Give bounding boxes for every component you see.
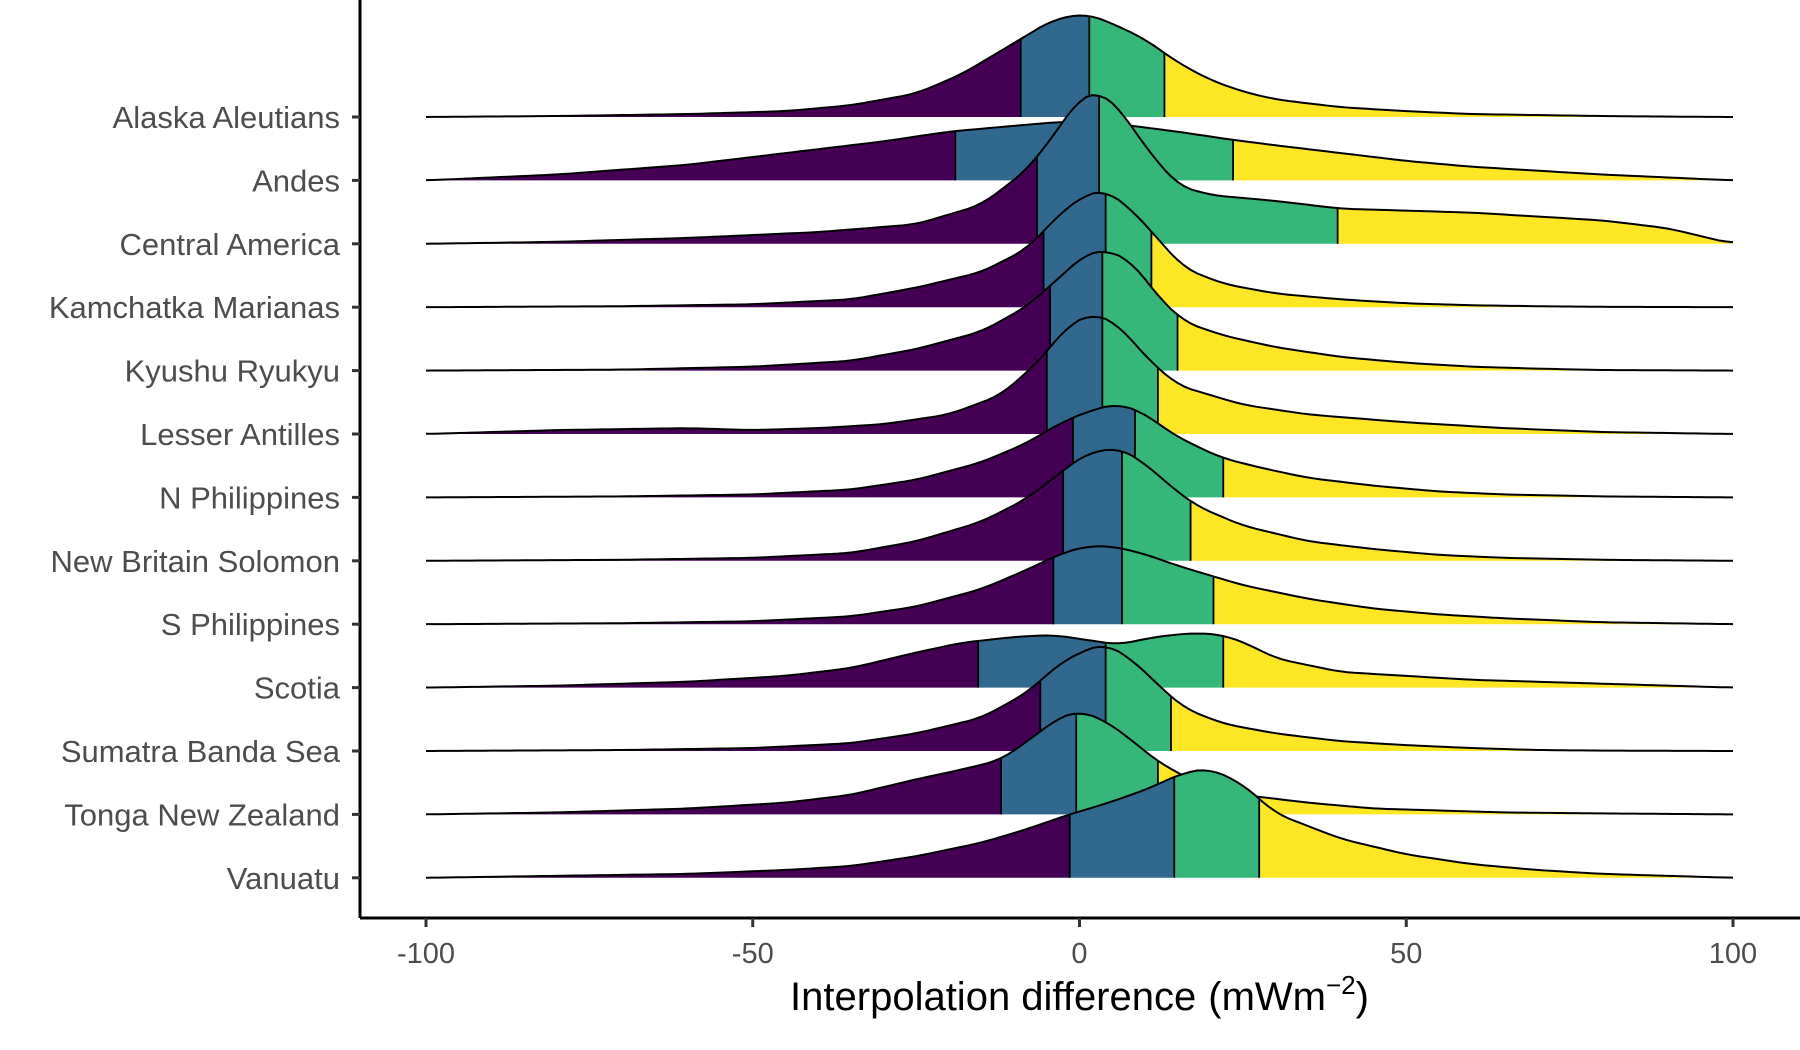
ridge-quantile-area-3: [1121, 451, 1191, 561]
ridge-outline: [425, 405, 1734, 499]
ridge-outline: [425, 645, 1734, 752]
ridge-outline: [425, 712, 1734, 816]
ridge-quantile-area-3: [1099, 95, 1338, 244]
ridge-quantile-area-1: [426, 131, 956, 181]
y-tick-label: Sumatra Banda Sea: [61, 734, 341, 769]
x-axis-title-paren-close: ): [1356, 975, 1369, 1019]
ridge-tonga-new-zealand: [425, 712, 1734, 816]
ridge-quantile-area-2: [1069, 777, 1175, 878]
ridge-quantile-area-1: [426, 557, 1054, 625]
ridge-outline: [425, 448, 1734, 562]
ridge-quantile-area-3: [1121, 548, 1214, 625]
x-tick-label: 0: [1071, 938, 1087, 970]
ridge-quantile-area-4: [1223, 457, 1733, 498]
ridge-quantile-area-3: [1174, 770, 1260, 878]
ridge-quantile-area-4: [1259, 798, 1733, 878]
x-axis-title-unit-exponent: −2: [1326, 970, 1356, 1000]
y-tick-label: Alaska Aleutians: [113, 100, 340, 135]
y-tick-label: Lesser Antilles: [140, 417, 340, 452]
x-axis-title-label: Interpolation difference: [790, 975, 1196, 1019]
ridge-outline: [425, 14, 1734, 118]
ridge-quantile-area-1: [426, 757, 1002, 815]
ridge-outline: [425, 632, 1734, 689]
ridge-quantile-area-1: [426, 156, 1038, 244]
ridge-quantile-area-4: [1151, 231, 1733, 308]
ridge-quantile-area-2: [1046, 316, 1103, 434]
y-tick-label: New Britain Solomon: [51, 544, 340, 579]
y-tick-label: Kyushu Ryukyu: [125, 354, 340, 389]
ridge-quantile-area-4: [1337, 208, 1733, 244]
ridge-vanuatu: [425, 769, 1734, 879]
ridge-quantile-area-1: [426, 680, 1041, 751]
x-tick-label: -50: [732, 938, 774, 970]
x-tick-label: 100: [1709, 938, 1757, 970]
ridge-new-britain-solomon: [425, 448, 1734, 562]
ridge-quantile-area-2: [1020, 15, 1090, 117]
ridge-outline: [425, 191, 1734, 309]
ridge-quantile-area-1: [426, 285, 1051, 371]
ridge-outline: [425, 769, 1734, 879]
ridge-outline: [425, 545, 1734, 626]
x-axis-title: Interpolation difference (mWm−2): [790, 970, 1369, 1019]
y-axis-ticks: Alaska Aleutians Andes Central America Kamc…: [49, 100, 360, 896]
ridge-quantile-area-1: [426, 640, 979, 688]
x-tick-label: -100: [397, 938, 455, 970]
y-tick-label: N Philippines: [159, 480, 340, 515]
ridge-quantile-area-3: [1105, 647, 1171, 751]
ridge-quantile-area-1: [426, 814, 1070, 878]
ridge-quantile-area-4: [1213, 576, 1733, 625]
ridge-quantile-area-4: [1170, 696, 1733, 751]
ridges-layer: [425, 14, 1734, 879]
ridge-quantile-area-4: [1190, 500, 1733, 561]
ridge-quantile-area-2: [1053, 546, 1122, 625]
x-axis-title-paren-open: (: [1208, 975, 1222, 1019]
ridge-quantile-area-3: [1076, 713, 1158, 815]
ridge-outline: [425, 315, 1734, 435]
x-tick-label: 50: [1390, 938, 1422, 970]
ridge-quantile-area-4: [1177, 314, 1733, 371]
ridge-lesser-antilles: [425, 315, 1734, 435]
ridge-quantile-area-3: [1102, 318, 1158, 434]
y-tick-label: Tonga New Zealand: [64, 797, 340, 832]
y-tick-label: S Philippines: [161, 607, 340, 642]
ridge-quantile-area-2: [1063, 449, 1122, 561]
ridge-quantile-area-1: [426, 417, 1073, 498]
ridge-quantile-area-1: [426, 39, 1021, 117]
x-axis-ticks: -100 -50 0 50 100: [397, 918, 1757, 970]
ridge-quantile-area-1: [426, 470, 1064, 561]
ridge-outline: [425, 250, 1734, 372]
ridge-quantile-area-4: [1157, 367, 1733, 434]
x-axis-title-unit: mWm: [1222, 975, 1326, 1019]
ridge-quantile-area-4: [1233, 139, 1733, 181]
ridge-quantile-area-4: [1164, 53, 1733, 117]
ridge-quantile-area-1: [426, 231, 1044, 308]
ridge-quantile-area-1: [426, 351, 1047, 434]
y-tick-label: Scotia: [254, 671, 341, 706]
y-tick-label: Central America: [119, 227, 340, 262]
y-tick-label: Andes: [252, 163, 340, 198]
ridge-quantile-area-4: [1223, 636, 1733, 688]
ridge-s-philippines: [425, 545, 1734, 626]
ridge-outline: [425, 94, 1734, 245]
ridge-quantile-area-2: [1001, 713, 1077, 815]
y-tick-label: Vanuatu: [227, 861, 340, 896]
y-tick-label: Kamchatka Marianas: [49, 290, 340, 325]
